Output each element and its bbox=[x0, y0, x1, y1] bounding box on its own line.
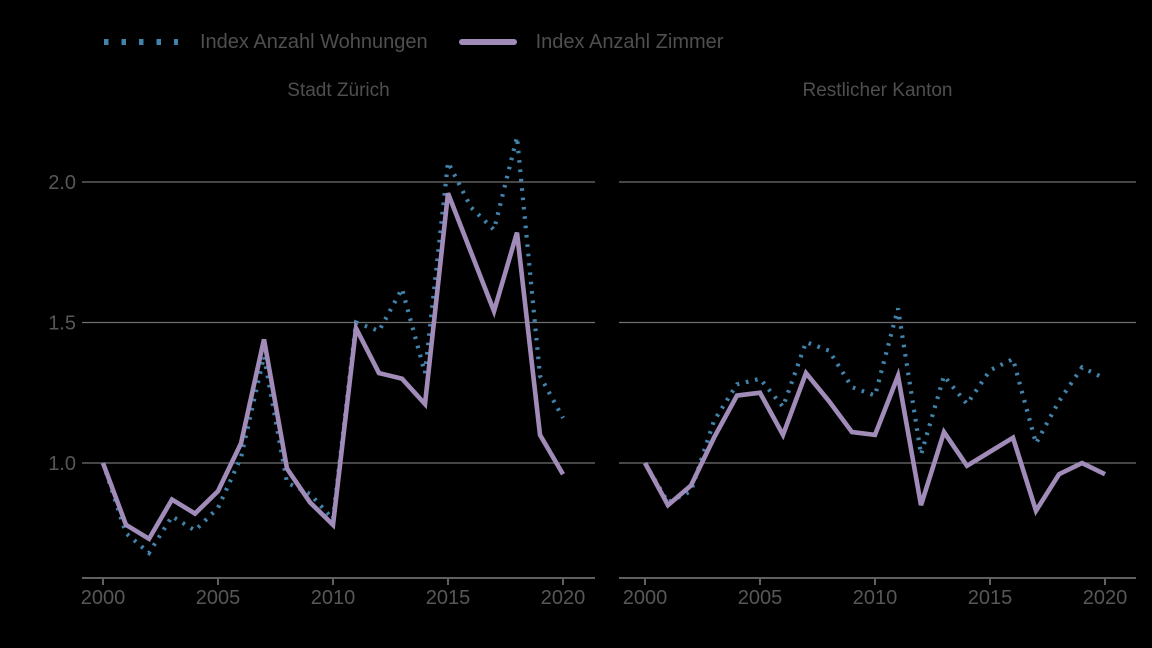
x-tick-label: 2020 bbox=[541, 587, 586, 609]
panel-title-stadt-zuerich: Stadt Zürich bbox=[287, 80, 390, 101]
legend-item-zimmer: Index Anzahl Zimmer bbox=[458, 30, 724, 54]
series-zimmer bbox=[642, 367, 1107, 517]
x-tick-label: 2010 bbox=[311, 587, 356, 609]
x-tick-label: 2000 bbox=[623, 587, 668, 609]
legend-label-zimmer: Index Anzahl Zimmer bbox=[535, 31, 724, 53]
x-tick-label: 2005 bbox=[196, 587, 241, 609]
solid-line-swatch-icon bbox=[458, 39, 517, 45]
legend: Index Anzahl Wohnungen Index Anzahl Zimm… bbox=[100, 30, 723, 54]
x-tick-label: 2015 bbox=[426, 587, 471, 609]
y-tick-label: 2.0 bbox=[48, 172, 76, 194]
dotted-line-swatch-icon bbox=[104, 39, 178, 45]
y-tick-label: 1.5 bbox=[48, 313, 76, 335]
series-wohnungen bbox=[101, 136, 565, 557]
x-tick-label: 2010 bbox=[853, 587, 898, 609]
y-tick-label: 1.0 bbox=[48, 453, 76, 475]
x-tick-label: 2015 bbox=[968, 587, 1013, 609]
x-tick-label: 2005 bbox=[738, 587, 783, 609]
x-tick-label: 2000 bbox=[81, 587, 126, 609]
panel-title-restlicher-kanton: Restlicher Kanton bbox=[802, 80, 953, 101]
legend-item-wohnungen: Index Anzahl Wohnungen bbox=[100, 30, 428, 54]
x-tick-label: 2020 bbox=[1083, 587, 1128, 609]
series-zimmer bbox=[100, 192, 565, 543]
series-wohnungen bbox=[643, 307, 1106, 506]
legend-label-wohnungen: Index Anzahl Wohnungen bbox=[200, 31, 428, 53]
